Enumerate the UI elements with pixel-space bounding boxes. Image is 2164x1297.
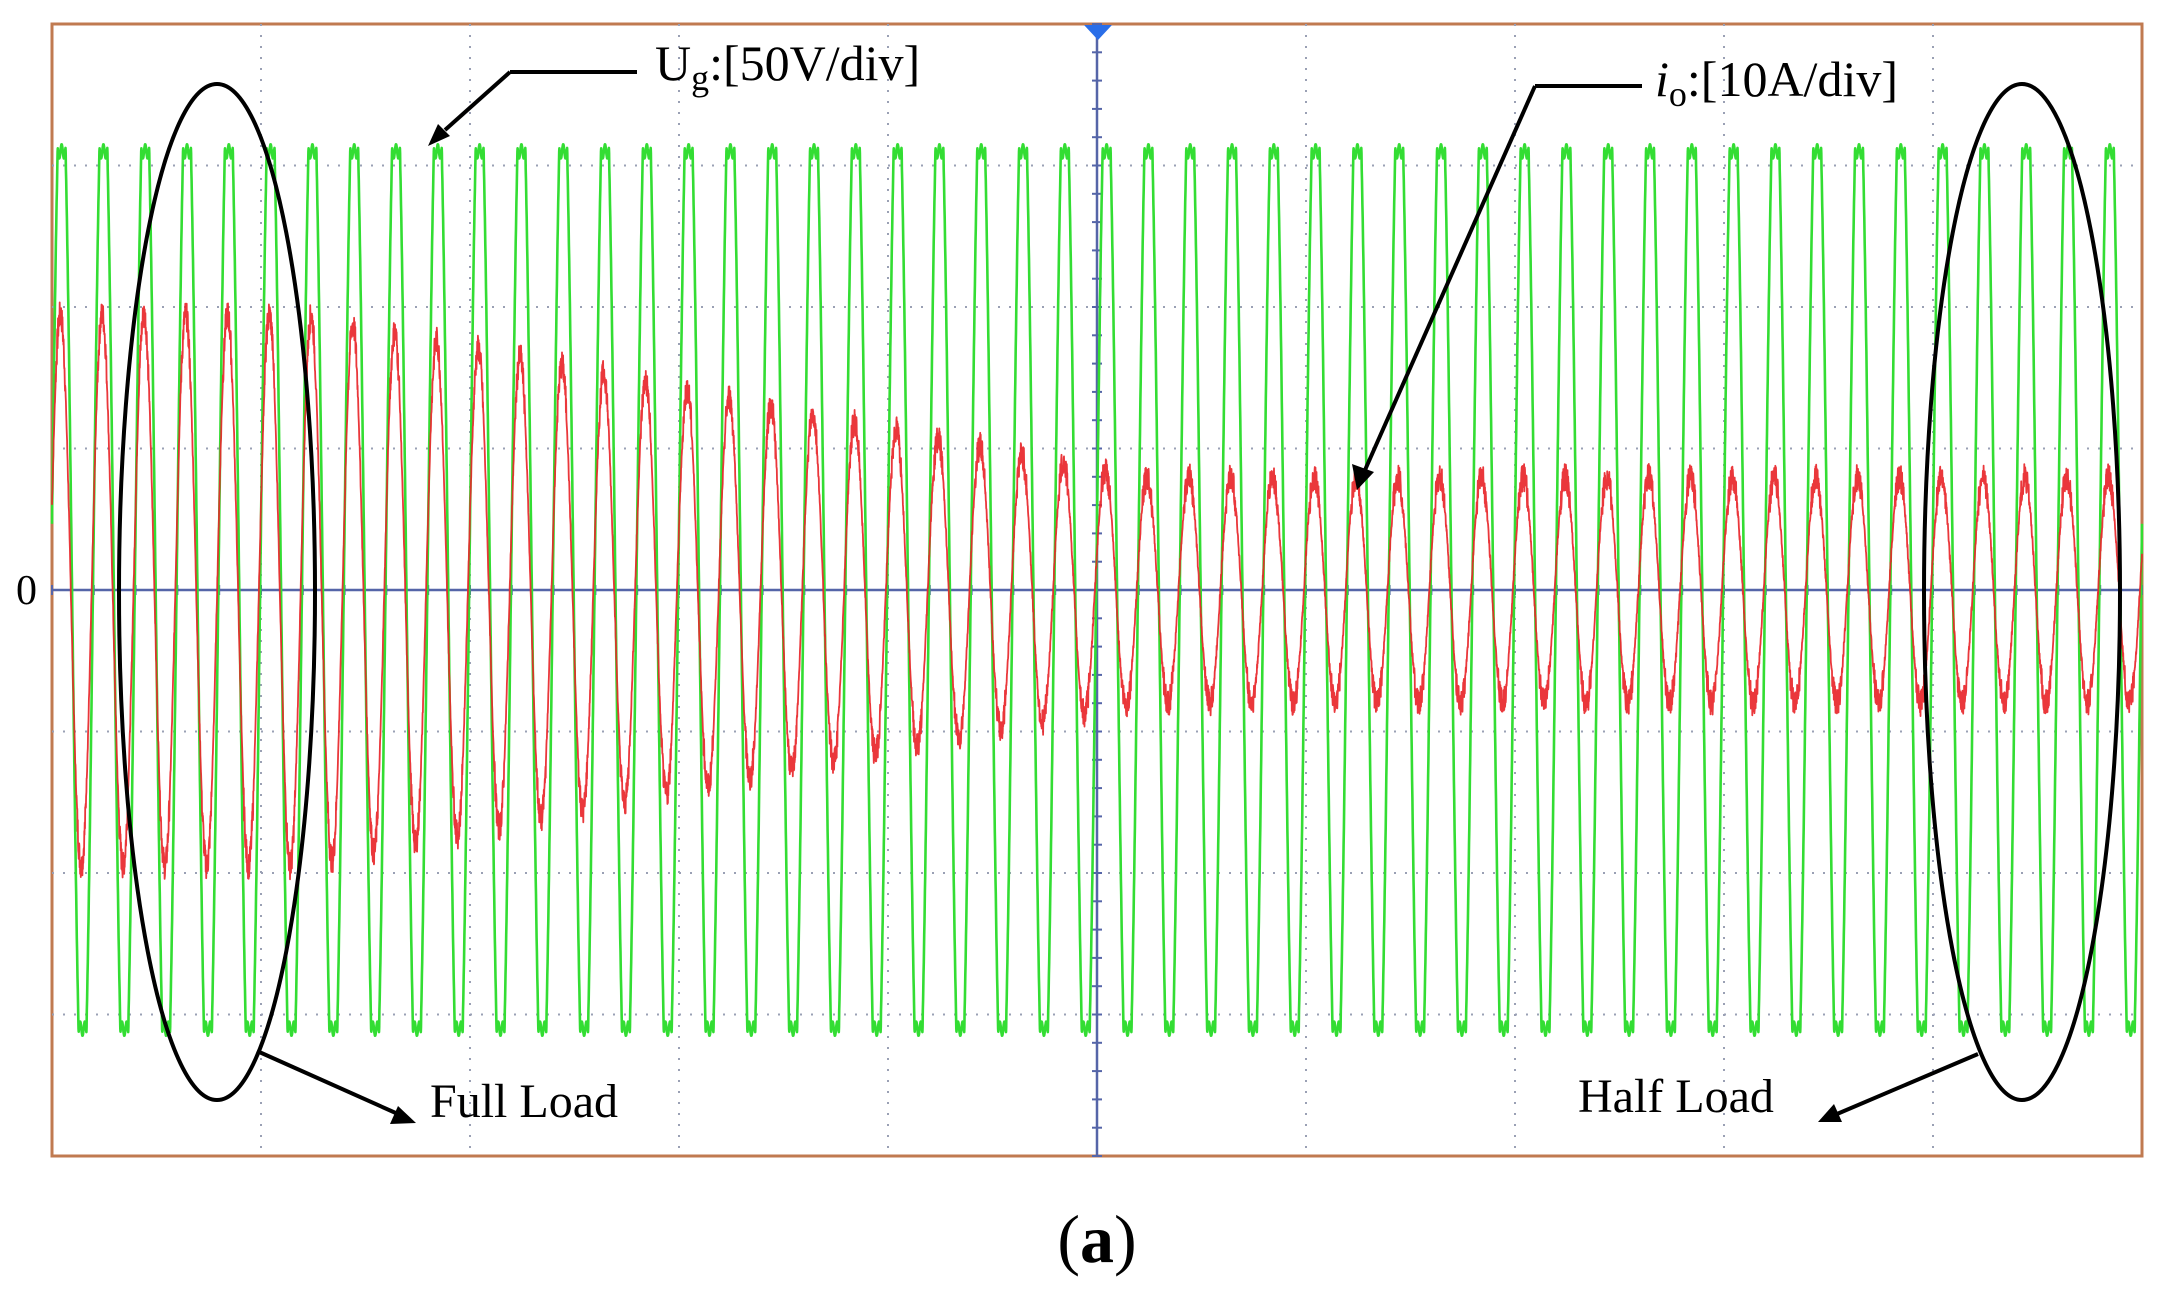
half-load-label: Half Load xyxy=(1578,1070,1774,1123)
ug-label-scale: :[50V/div] xyxy=(709,35,920,91)
io-label-scale: :[10A/div] xyxy=(1687,51,1898,107)
ug-series-label: Ug:[50V/div] xyxy=(655,35,920,98)
trigger-marker-icon xyxy=(1084,25,1112,40)
caption-close: ) xyxy=(1114,1201,1137,1277)
full-load-label: Full Load xyxy=(430,1075,618,1128)
ug-label-arrow xyxy=(428,70,637,146)
io-trace xyxy=(51,301,2143,881)
ug-trace xyxy=(50,143,2144,1037)
half-load-arrow xyxy=(1818,1052,1979,1122)
half-load-ellipse xyxy=(1922,82,2122,1102)
io-label-arrow xyxy=(1352,84,1642,490)
io-label-main: i xyxy=(1655,51,1669,107)
zero-level-label: 0 xyxy=(16,568,37,614)
full-load-arrow xyxy=(256,1049,416,1124)
traces xyxy=(50,143,2144,1037)
caption-letter: a xyxy=(1080,1201,1114,1277)
figure-caption: (a) xyxy=(1057,1201,1136,1277)
io-series-label: io:[10A/div] xyxy=(1655,51,1898,114)
io-label-sub: o xyxy=(1669,74,1687,114)
ug-label-sub: g xyxy=(691,58,709,98)
full-load-ellipse xyxy=(117,82,317,1102)
caption-open: ( xyxy=(1057,1201,1080,1277)
ug-label-main: U xyxy=(655,35,691,91)
